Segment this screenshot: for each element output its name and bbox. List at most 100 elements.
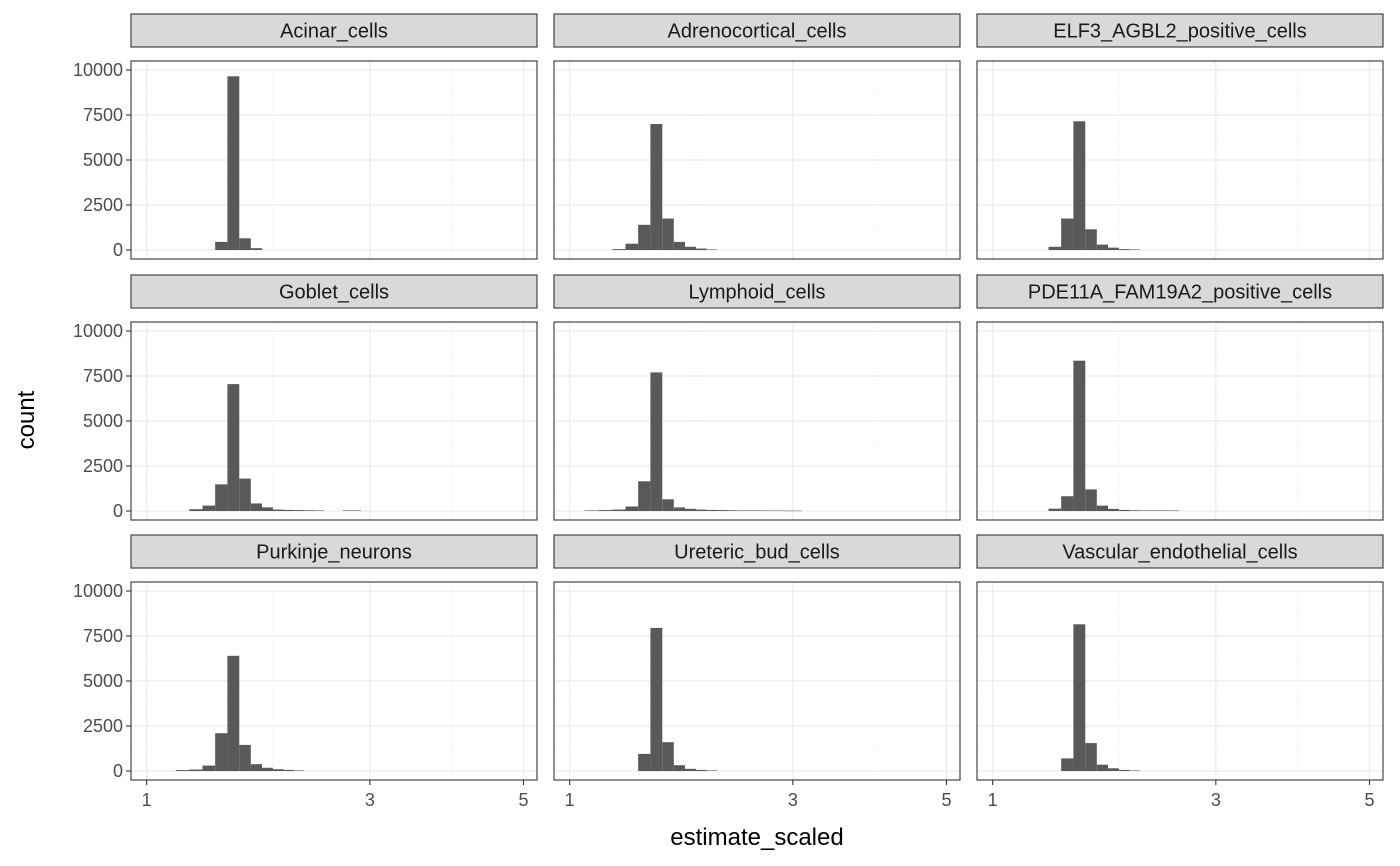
histogram-bar	[1118, 249, 1130, 250]
x-tick-label: 5	[941, 790, 951, 810]
histogram-bar	[746, 510, 757, 511]
histogram-bar	[584, 510, 599, 511]
x-tick-label: 1	[988, 790, 998, 810]
histogram-bar	[283, 769, 294, 771]
histogram-bar	[227, 655, 240, 771]
panel-border	[553, 321, 961, 521]
histogram-bar	[239, 744, 251, 771]
facet-strip	[130, 274, 538, 309]
histogram-bar	[272, 509, 284, 511]
histogram-bar	[737, 510, 747, 511]
histogram-bar	[1061, 758, 1074, 771]
histogram-bar	[1096, 505, 1109, 511]
histogram-bar	[695, 248, 707, 250]
facet-strip-label: Acinar_cells	[280, 21, 388, 43]
histogram-bar	[189, 509, 203, 511]
facet-panel-Ureteric_bud_cells: Ureteric_bud_cells 1 3 5	[553, 534, 961, 810]
histogram-bar	[706, 509, 717, 511]
y-tick-label: 0	[113, 501, 123, 521]
facet-panel-Goblet_cells: Goblet_cells 0 2500 5000 7500 10000	[73, 274, 538, 521]
histogram-bar	[1160, 510, 1170, 511]
facet-strip-label: ELF3_AGBL2_positive_cells	[1053, 21, 1306, 43]
histogram-bar	[1169, 510, 1180, 512]
histogram-bar	[239, 478, 251, 511]
histogram-bar	[598, 510, 613, 511]
histogram-bar	[662, 218, 674, 250]
histogram-bar	[1118, 509, 1130, 511]
histogram-bar	[215, 241, 228, 250]
facet-panel-Purkinje_neurons: Purkinje_neurons 0 2500 5000 7500 10000 1 3 5	[73, 534, 538, 810]
histogram-bar	[783, 510, 793, 512]
x-tick-label: 3	[788, 790, 798, 810]
facet-strip-label: PDE11A_FAM19A2_positive_cells	[1028, 282, 1332, 304]
y-tick-label: 10000	[73, 60, 123, 80]
facet-strip-label: Lymphoid_cells	[688, 282, 825, 304]
histogram-bar	[662, 742, 674, 771]
y-tick-label: 10000	[73, 321, 123, 341]
facet-panel-Acinar_cells: Acinar_cells 0 2500 5000 7500 10000	[73, 13, 538, 260]
facet-strip	[976, 274, 1384, 309]
facet-strip	[553, 274, 961, 309]
histogram-bar	[765, 510, 775, 512]
histogram-bar	[175, 770, 190, 771]
panel-border	[976, 60, 1384, 260]
histogram-bar	[650, 372, 663, 511]
y-tick-label: 7500	[83, 626, 123, 646]
histogram-bar	[202, 505, 216, 511]
facet-panels: Acinar_cells 0 2500 5000 7500 10000 Adrenocort…	[73, 13, 1384, 810]
histogram-bar	[650, 124, 663, 250]
panel-border	[553, 60, 961, 260]
histogram-bar	[1073, 624, 1086, 771]
histogram-bar	[774, 510, 784, 512]
histogram-bar	[293, 770, 305, 771]
facet-panel-Vascular_endothelial_cells: Vascular_endothelial_cells 1 3 5	[976, 534, 1384, 810]
histogram-bar	[262, 767, 273, 771]
histogram-bar	[695, 769, 707, 771]
histogram-bar	[239, 238, 251, 250]
histogram-bar	[250, 248, 263, 250]
histogram-bar	[706, 249, 717, 250]
histogram-bar	[202, 765, 216, 771]
histogram-bar	[250, 503, 263, 511]
facet-strip-label: Adrenocortical_cells	[668, 21, 847, 43]
histogram-bar	[1129, 770, 1140, 771]
histogram-bar	[304, 510, 315, 511]
histogram-bar	[650, 627, 663, 771]
histogram-bar	[612, 509, 626, 511]
histogram-bar	[1073, 360, 1086, 511]
histogram-bar	[1048, 246, 1062, 250]
y-tick-label: 5000	[83, 150, 123, 170]
histogram-bar	[673, 765, 686, 771]
histogram-bar	[250, 764, 263, 771]
histogram-bar	[673, 241, 686, 250]
histogram-bar	[1085, 489, 1097, 511]
histogram-bar	[272, 769, 284, 771]
y-tick-label: 5000	[83, 671, 123, 691]
x-tick-label: 5	[518, 790, 528, 810]
histogram-bar	[685, 768, 696, 771]
histogram-bar	[227, 76, 240, 250]
y-tick-label: 0	[113, 761, 123, 781]
y-tick-label: 2500	[83, 716, 123, 736]
histogram-bar	[1150, 510, 1161, 511]
panel-border	[976, 321, 1384, 521]
facet-strip-label: Purkinje_neurons	[256, 542, 412, 564]
histogram-bar	[293, 510, 305, 511]
histogram-bar	[1061, 218, 1074, 250]
histogram-bar	[262, 507, 273, 511]
histogram-bar	[215, 484, 228, 511]
histogram-bar	[227, 384, 240, 511]
histogram-bar	[695, 509, 707, 511]
histogram-bar	[1048, 508, 1062, 511]
histogram-bar	[685, 508, 696, 511]
facet-panel-Lymphoid_cells: Lymphoid_cells	[553, 274, 961, 521]
histogram-bar	[638, 481, 651, 511]
histogram-bar	[1108, 247, 1119, 250]
histogram-bar	[612, 249, 626, 250]
histogram-bar	[685, 246, 696, 250]
y-tick-label: 7500	[83, 366, 123, 386]
histogram-bar	[662, 499, 674, 511]
facet-strip	[553, 534, 961, 569]
histogram-bar	[756, 510, 766, 511]
histogram-bar	[189, 769, 203, 771]
